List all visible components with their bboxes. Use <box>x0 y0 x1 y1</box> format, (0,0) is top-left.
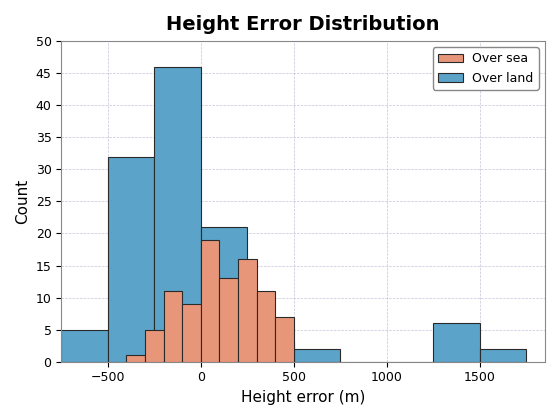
Legend: Over sea, Over land: Over sea, Over land <box>432 47 539 89</box>
Bar <box>256 291 275 362</box>
Bar <box>201 227 248 362</box>
Bar <box>145 330 164 362</box>
Bar <box>294 349 340 362</box>
Bar <box>182 304 201 362</box>
Bar <box>201 240 220 362</box>
Bar <box>433 323 480 362</box>
Bar <box>220 278 238 362</box>
Bar <box>275 317 294 362</box>
Bar <box>127 355 145 362</box>
Title: Height Error Distribution: Height Error Distribution <box>166 15 440 34</box>
Bar <box>108 157 155 362</box>
Bar <box>164 291 182 362</box>
Bar <box>480 349 526 362</box>
Bar <box>238 259 256 362</box>
Y-axis label: Count: Count <box>15 179 30 224</box>
Bar <box>248 342 294 362</box>
Bar <box>61 330 108 362</box>
Bar <box>155 67 201 362</box>
X-axis label: Height error (m): Height error (m) <box>241 390 365 405</box>
